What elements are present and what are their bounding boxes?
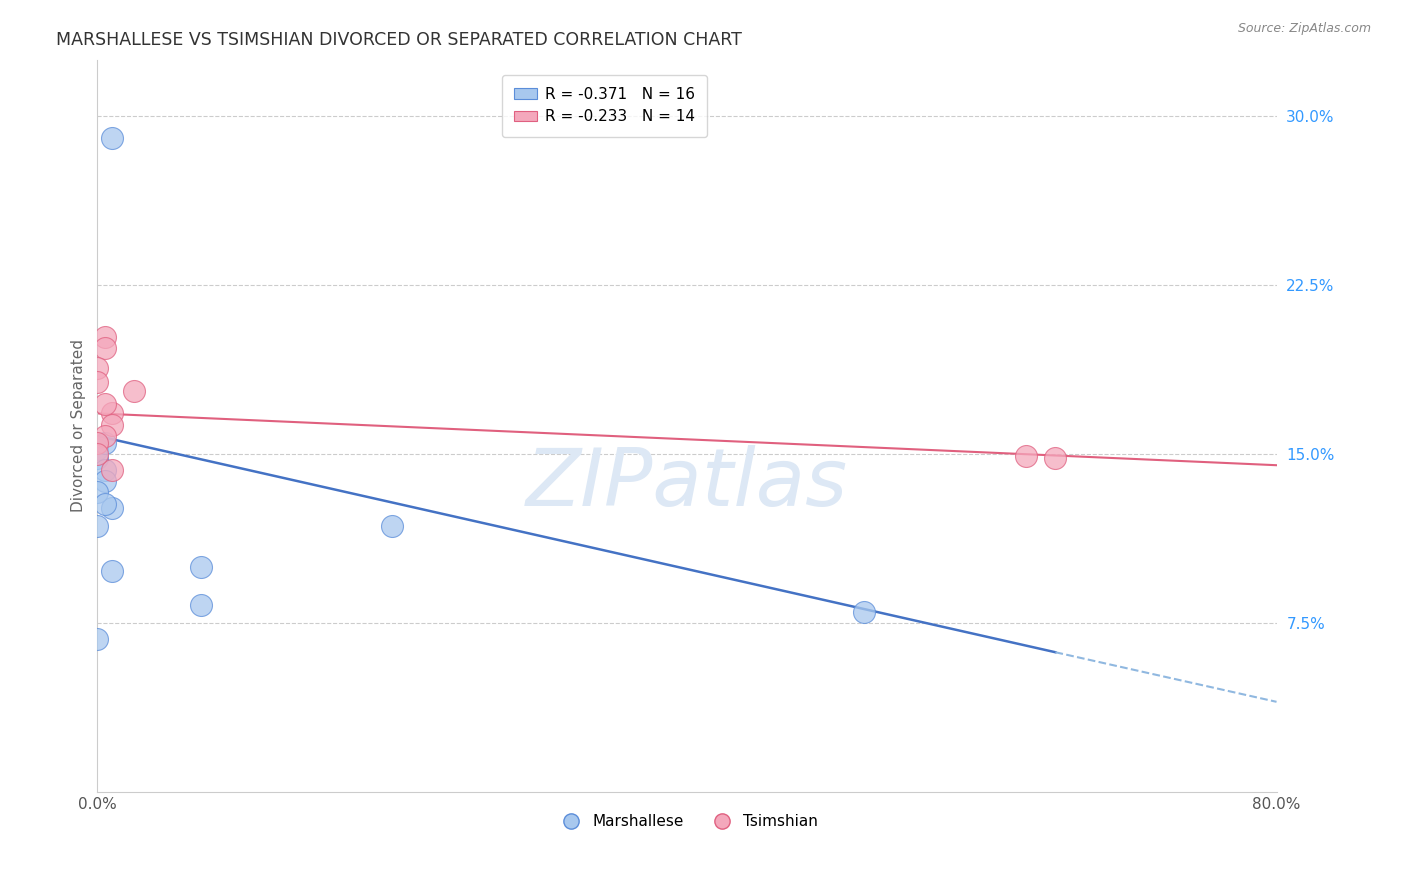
Point <box>86 447 108 461</box>
Point <box>93 435 115 450</box>
Point <box>122 384 145 398</box>
Point <box>101 501 124 516</box>
Point <box>101 417 124 432</box>
Text: Source: ZipAtlas.com: Source: ZipAtlas.com <box>1237 22 1371 36</box>
Point <box>101 406 124 420</box>
Point <box>93 463 115 477</box>
Point <box>86 519 108 533</box>
Point <box>381 519 404 533</box>
Point <box>86 435 108 450</box>
Point <box>93 496 115 510</box>
Point <box>86 442 108 457</box>
Point <box>190 598 212 612</box>
Text: MARSHALLESE VS TSIMSHIAN DIVORCED OR SEPARATED CORRELATION CHART: MARSHALLESE VS TSIMSHIAN DIVORCED OR SEP… <box>56 31 742 49</box>
Point <box>86 451 108 466</box>
Point <box>86 485 108 500</box>
Point <box>101 564 124 578</box>
Point <box>93 341 115 355</box>
Point <box>1045 451 1067 466</box>
Legend: Marshallese, Tsimshian: Marshallese, Tsimshian <box>550 808 824 836</box>
Point <box>852 605 875 619</box>
Point <box>101 463 124 477</box>
Text: ZIPatlas: ZIPatlas <box>526 445 848 524</box>
Point <box>93 429 115 443</box>
Point <box>190 559 212 574</box>
Point <box>1015 449 1038 463</box>
Point <box>93 330 115 344</box>
Point <box>86 632 108 646</box>
Point <box>86 375 108 389</box>
Point <box>93 397 115 411</box>
Y-axis label: Divorced or Separated: Divorced or Separated <box>72 339 86 512</box>
Point <box>101 131 124 145</box>
Point <box>93 474 115 488</box>
Point <box>86 361 108 376</box>
